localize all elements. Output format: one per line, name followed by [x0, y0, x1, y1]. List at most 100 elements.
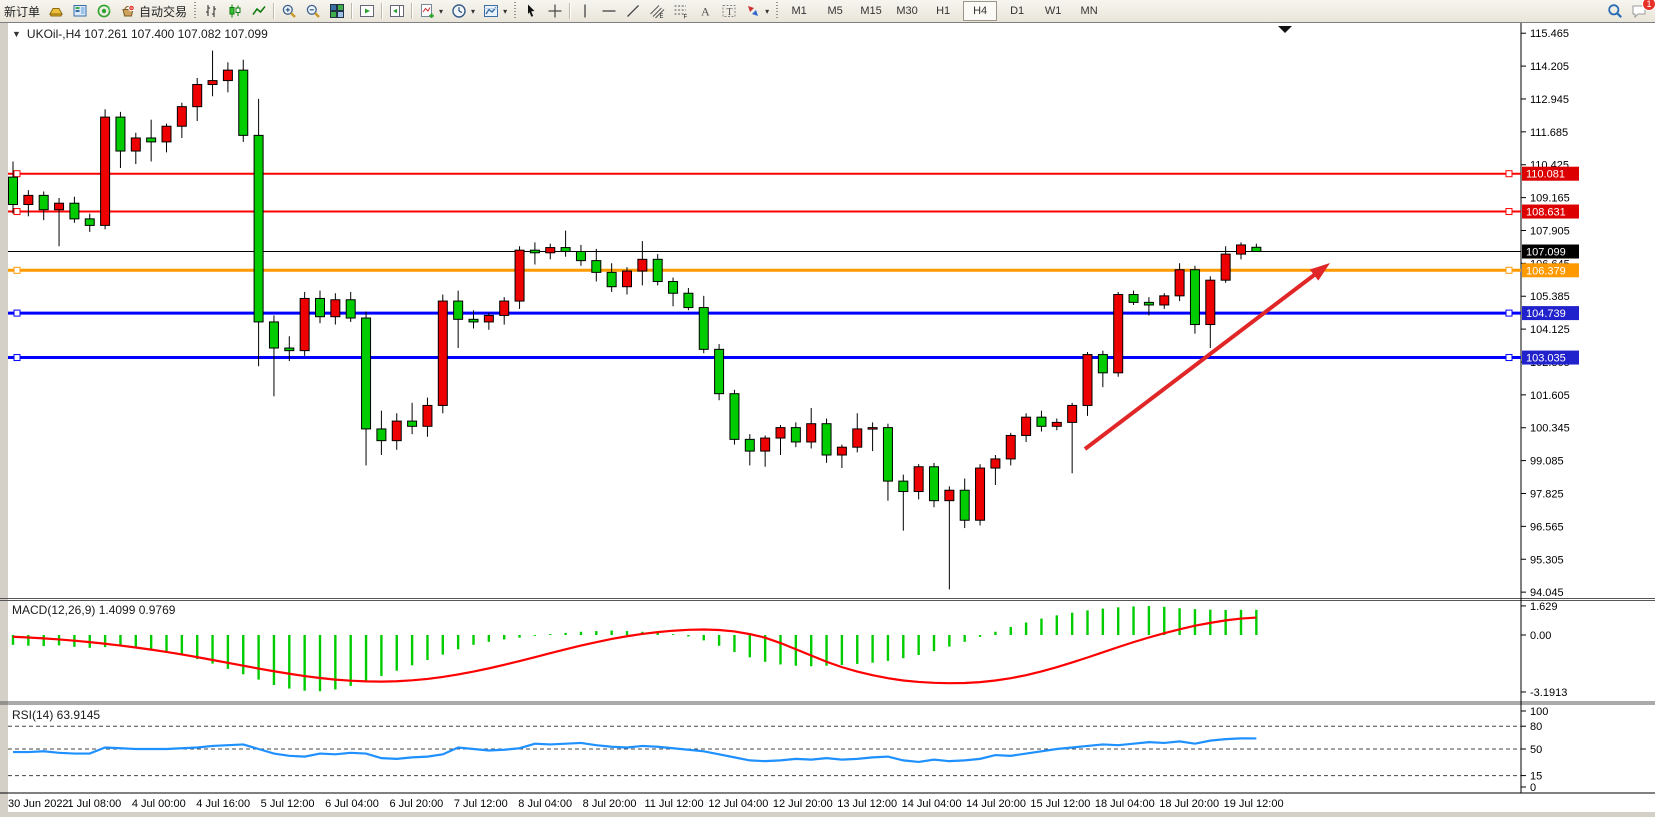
auto-trading-icon: [120, 3, 136, 19]
time-axis-label: 12 Jul 04:00: [708, 798, 768, 810]
toolbar-grip[interactable]: [776, 2, 779, 20]
new-order-label: 新订单: [4, 4, 41, 19]
price-chip-label: 108.631: [1526, 207, 1566, 219]
collapse-tree-icon[interactable]: ▼: [12, 29, 21, 39]
candle-body: [407, 420, 418, 427]
candle-body: [1113, 294, 1124, 374]
candle-body: [591, 260, 602, 273]
time-axis-label: 1 Jul 08:00: [67, 798, 121, 810]
price-chip-label: 104.739: [1526, 308, 1566, 320]
timeframe-button-mn[interactable]: MN: [1080, 5, 1098, 17]
candle-body: [1189, 269, 1200, 326]
text-icon[interactable]: A: [693, 1, 717, 21]
svg-text:F: F: [684, 15, 688, 20]
navigator-icon[interactable]: [92, 1, 116, 21]
candle-body: [391, 420, 402, 442]
timeframe-button-h4[interactable]: H4: [963, 1, 998, 21]
price-chip: [1522, 263, 1579, 278]
candle-body: [1159, 295, 1170, 306]
search-icon[interactable]: [1603, 1, 1627, 21]
candle-body: [499, 300, 510, 316]
timeframe-button-m30[interactable]: M30: [896, 5, 918, 17]
horizontal-line-icon[interactable]: [597, 1, 621, 21]
candle-body: [483, 314, 494, 323]
new-order-button[interactable]: 新订单: [0, 1, 44, 21]
arrow-tools-icon[interactable]: ▾: [741, 1, 773, 21]
candle-body: [1005, 434, 1016, 460]
crosshair-icon[interactable]: [543, 1, 567, 21]
toolbar-grip[interactable]: [194, 2, 197, 20]
timeframe-button-h1[interactable]: H1: [936, 5, 951, 17]
line-chart-icon[interactable]: [247, 1, 271, 21]
chat-icon[interactable]: 1: [1627, 0, 1655, 21]
chart-canvas[interactable]: 115.465114.205112.945111.685110.425109.1…: [0, 23, 1655, 813]
timeframe-button-d1[interactable]: D1: [1010, 5, 1025, 17]
candle-body: [1143, 301, 1154, 306]
bar-chart-icon[interactable]: [199, 1, 223, 21]
market-watch-icon[interactable]: [68, 1, 92, 21]
auto-scroll-icon[interactable]: [355, 1, 379, 21]
rsi-tick-label: 50: [1530, 744, 1542, 756]
time-axis-label: 11 Jul 12:00: [644, 798, 703, 810]
candle-body: [8, 176, 18, 206]
candle-body: [729, 393, 740, 440]
candle-body: [714, 348, 725, 395]
price-tick-label: 115.465: [1530, 28, 1569, 40]
candle-body: [882, 427, 893, 482]
candle-body: [760, 437, 771, 452]
chart-shift-icon[interactable]: [385, 1, 409, 21]
rsi-tick-label: 100: [1530, 706, 1548, 718]
timeframe-toolbar: M1 M5 M15 M30 H1 H4 D1 W1 MN: [781, 1, 1107, 21]
candle-body: [146, 137, 157, 143]
line-handle: [13, 170, 21, 178]
candle-body: [1082, 354, 1093, 406]
price-tick-label: 104.125: [1530, 324, 1570, 336]
periods-icon[interactable]: ▾: [447, 1, 479, 21]
candle-body: [1128, 294, 1139, 303]
timeframe-button-m15[interactable]: M15: [860, 5, 882, 17]
macd-tick-label: 1.629: [1530, 601, 1558, 613]
line-handle: [13, 354, 21, 362]
fibonacci-icon[interactable]: F: [669, 1, 693, 21]
candle-body: [54, 202, 65, 211]
macd-indicator-label: MACD(12,26,9) 1.4099 0.9769: [12, 603, 176, 617]
zoom-in-icon[interactable]: [277, 1, 301, 21]
chart-window[interactable]: 115.465 114.205 112.945 111.685 110.425 109.1…: [0, 22, 1655, 813]
candle-body: [1205, 279, 1216, 326]
tile-windows-icon[interactable]: [325, 1, 349, 21]
candle-body: [806, 423, 817, 443]
candle-body: [545, 247, 556, 254]
cursor-icon[interactable]: [519, 1, 543, 21]
candle-body: [898, 480, 909, 493]
timeframe-button-w1[interactable]: W1: [1044, 5, 1062, 17]
auto-trading-button[interactable]: 自动交易: [116, 1, 191, 21]
candle-chart-icon[interactable]: [223, 1, 247, 21]
price-chip-label: 106.379: [1526, 265, 1566, 277]
price-tick-label: 100.345: [1530, 423, 1570, 435]
gold-chart-icon[interactable]: [44, 1, 68, 21]
candle-body: [38, 194, 49, 211]
toolbar-grip[interactable]: [514, 2, 517, 20]
channel-icon[interactable]: E: [645, 1, 669, 21]
rsi-indicator-label: RSI(14) 63.9145: [12, 708, 101, 722]
zoom-out-icon[interactable]: [301, 1, 325, 21]
templates-icon[interactable]: ▾: [479, 1, 511, 21]
price-chip-label: 107.099: [1526, 247, 1566, 259]
timeframe-button-m5[interactable]: M5: [827, 5, 843, 17]
time-axis-label: 19 Jul 12:00: [1224, 798, 1284, 810]
candle-body: [821, 423, 832, 456]
chart-shift-marker: [1278, 26, 1292, 33]
indicators-icon[interactable]: ▾: [415, 1, 447, 21]
label-icon[interactable]: T: [717, 1, 741, 21]
time-axis-label: 7 Jul 12:00: [454, 798, 508, 810]
candle-body: [1021, 416, 1032, 436]
candle-body: [315, 297, 325, 318]
candle-body: [284, 347, 295, 352]
svg-text:T: T: [727, 7, 733, 18]
vertical-line-icon[interactable]: [573, 1, 597, 21]
timeframe-button-m1[interactable]: M1: [791, 5, 807, 17]
trendline-icon[interactable]: [621, 1, 645, 21]
candle-body: [1067, 404, 1078, 423]
candle-body: [238, 69, 249, 136]
macd-tick-label: -3.1913: [1530, 687, 1567, 699]
